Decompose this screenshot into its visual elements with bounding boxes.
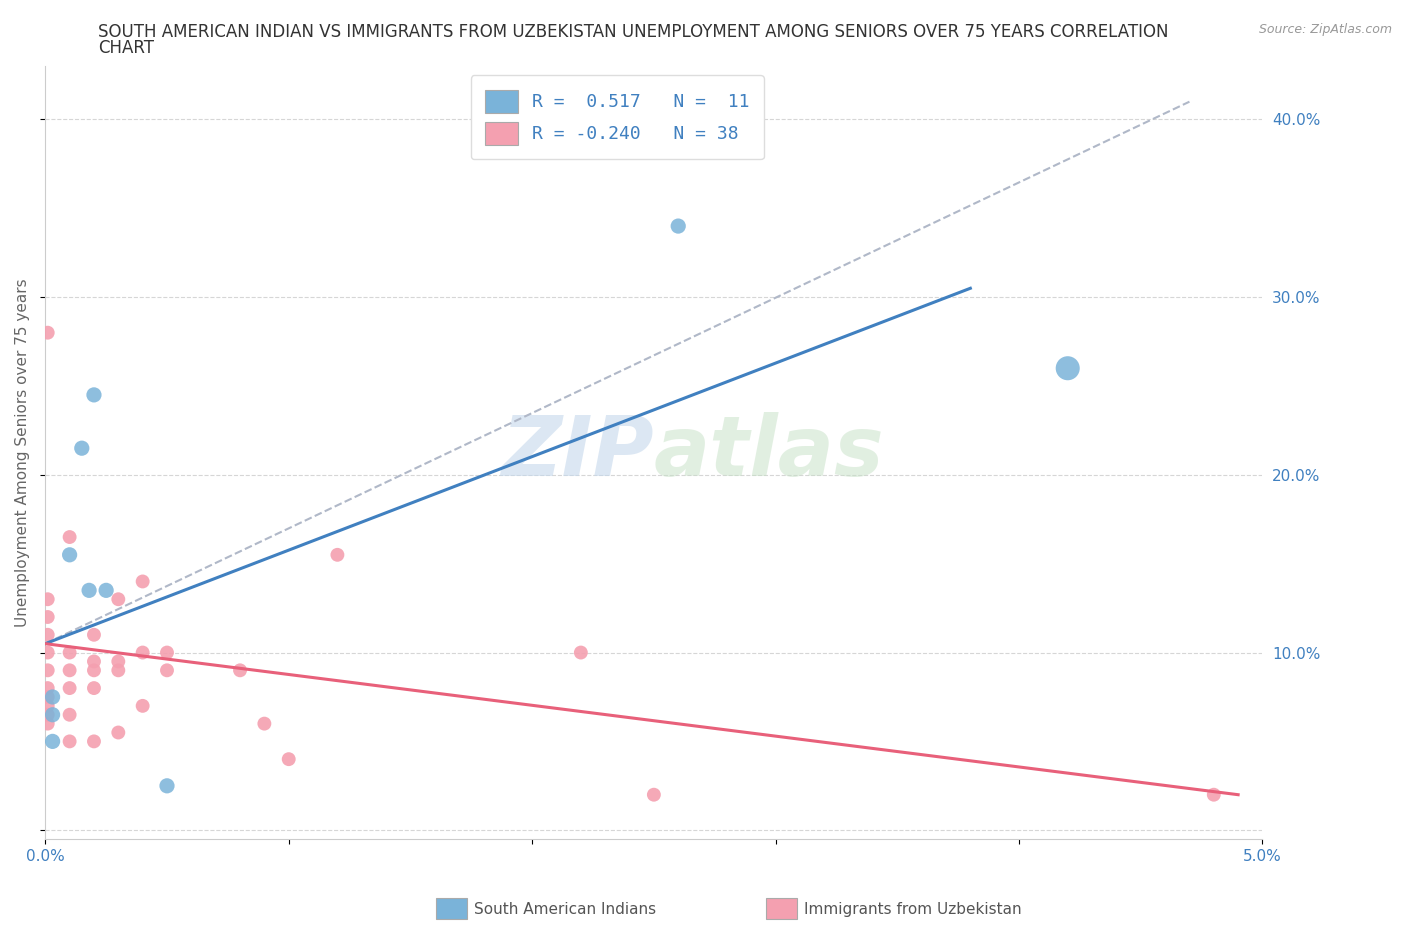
Point <box>131 645 153 660</box>
Point <box>37 663 59 678</box>
Point <box>41 689 63 704</box>
Point <box>37 698 59 713</box>
Point <box>83 663 105 678</box>
Point <box>77 583 100 598</box>
Text: Immigrants from Uzbekistan: Immigrants from Uzbekistan <box>804 902 1022 917</box>
Point <box>37 628 59 643</box>
Point <box>83 388 105 403</box>
Point <box>41 708 63 723</box>
Point <box>107 663 129 678</box>
Point <box>37 609 59 624</box>
Point <box>326 548 349 563</box>
Point <box>59 708 82 723</box>
Point <box>37 645 59 660</box>
Point <box>37 716 59 731</box>
Point <box>59 663 82 678</box>
Point <box>569 645 592 660</box>
Point <box>37 591 59 606</box>
Point <box>1056 361 1078 376</box>
Point <box>83 681 105 696</box>
Point <box>83 654 105 669</box>
Text: SOUTH AMERICAN INDIAN VS IMMIGRANTS FROM UZBEKISTAN UNEMPLOYMENT AMONG SENIORS O: SOUTH AMERICAN INDIAN VS IMMIGRANTS FROM… <box>98 23 1168 41</box>
Point <box>41 734 63 749</box>
Point <box>59 681 82 696</box>
Point <box>643 788 665 803</box>
Point <box>131 698 153 713</box>
Point <box>107 591 129 606</box>
Point <box>59 645 82 660</box>
Point <box>107 725 129 740</box>
Point <box>83 628 105 643</box>
Text: ZIP: ZIP <box>502 412 654 493</box>
Point <box>107 654 129 669</box>
Text: Source: ZipAtlas.com: Source: ZipAtlas.com <box>1258 23 1392 36</box>
Y-axis label: Unemployment Among Seniors over 75 years: Unemployment Among Seniors over 75 years <box>15 278 30 627</box>
Legend: R =  0.517   N =  11, R = -0.240   N = 38: R = 0.517 N = 11, R = -0.240 N = 38 <box>471 75 763 160</box>
Point <box>229 663 252 678</box>
Text: South American Indians: South American Indians <box>474 902 657 917</box>
Point <box>37 708 59 723</box>
Text: CHART: CHART <box>98 39 155 57</box>
Point <box>1202 788 1225 803</box>
Point <box>156 645 179 660</box>
Point <box>666 219 689 233</box>
Point <box>70 441 93 456</box>
Point <box>59 548 82 563</box>
Point <box>94 583 117 598</box>
Point <box>59 734 82 749</box>
Point <box>156 663 179 678</box>
Point <box>37 326 59 340</box>
Point <box>59 529 82 544</box>
Point <box>131 574 153 589</box>
Point <box>37 689 59 704</box>
Point <box>37 681 59 696</box>
Point <box>83 734 105 749</box>
Text: atlas: atlas <box>654 412 884 493</box>
Point <box>277 751 299 766</box>
Point <box>253 716 276 731</box>
Point <box>156 778 179 793</box>
